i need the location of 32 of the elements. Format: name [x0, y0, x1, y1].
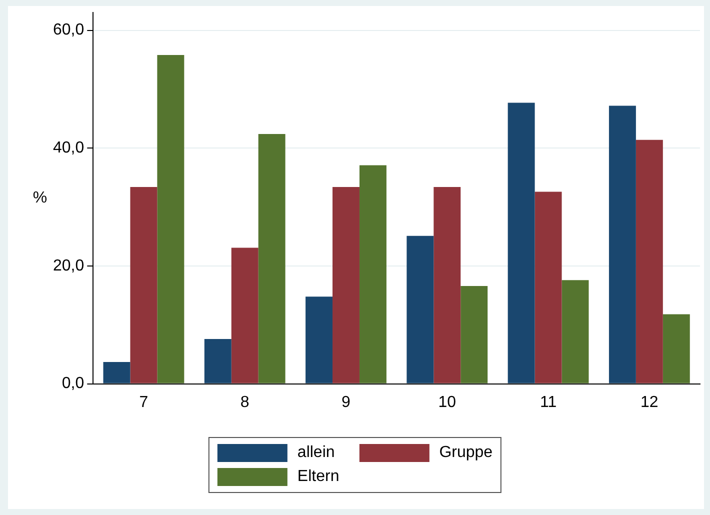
bar — [460, 286, 488, 384]
bar — [508, 102, 535, 384]
legend-label: allein — [297, 444, 335, 462]
bar — [157, 55, 184, 384]
legend-label: Gruppe — [439, 444, 493, 462]
x-tick-label: 8 — [240, 394, 250, 411]
x-tick-label: 10 — [438, 394, 456, 411]
y-axis-title: % — [32, 190, 48, 207]
y-tick-label: 20,0 — [53, 257, 84, 274]
y-tick-label: 40,0 — [53, 140, 84, 157]
x-tick-label: 12 — [640, 394, 658, 411]
bar — [608, 106, 636, 384]
bar — [562, 280, 589, 384]
bar — [662, 314, 690, 384]
bar — [434, 187, 461, 384]
x-tick-label: 11 — [540, 394, 557, 411]
x-tick-label: 9 — [342, 394, 351, 411]
legend-label: Eltern — [297, 468, 340, 486]
bar — [636, 140, 663, 384]
bar — [332, 187, 360, 384]
bar — [359, 165, 386, 384]
bar — [258, 134, 286, 384]
bar — [534, 192, 562, 384]
bar — [406, 236, 434, 384]
bar — [103, 362, 130, 384]
bar — [204, 339, 232, 384]
bar — [231, 248, 258, 384]
bar — [306, 296, 333, 384]
y-tick-label: 0,0 — [62, 375, 84, 392]
x-tick-label: 7 — [139, 394, 148, 411]
y-tick-label: 60,0 — [53, 22, 84, 39]
bar — [130, 187, 158, 384]
